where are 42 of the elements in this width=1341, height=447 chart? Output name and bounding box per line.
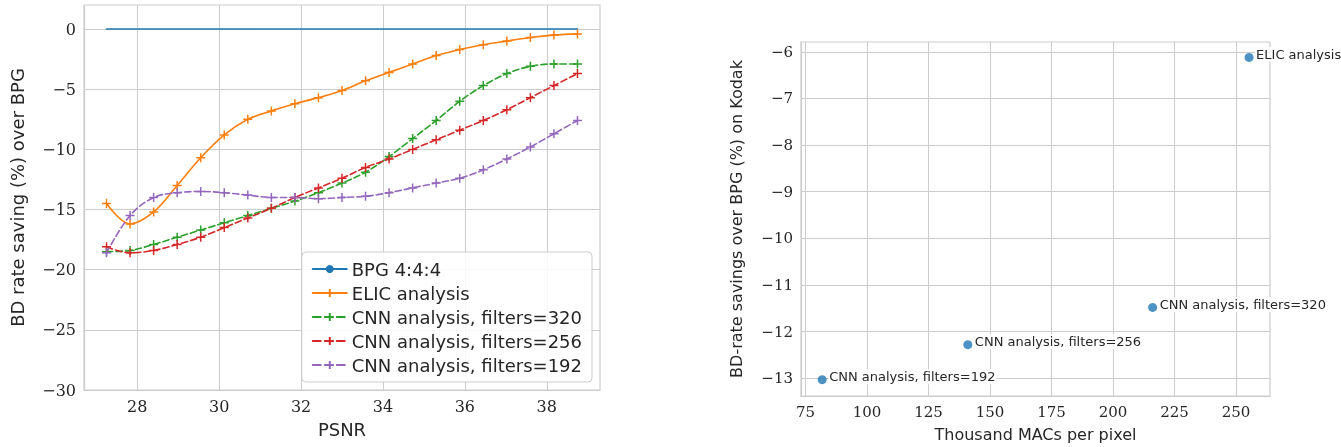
y-tick-label: −20 xyxy=(42,260,76,280)
x-tick-label: 225 xyxy=(1160,402,1189,421)
annotation: CNN analysis, filters=192 xyxy=(829,369,996,385)
legend-label: BPG 4:4:4 xyxy=(351,258,442,280)
x-tick-label: 32 xyxy=(290,396,312,416)
x-tick-label: 125 xyxy=(914,402,943,421)
x-tick-label: 34 xyxy=(372,396,394,416)
x-tick-label: 75 xyxy=(795,402,815,421)
annotation: CNN analysis, filters=320 xyxy=(1159,296,1326,312)
x-axis-title: Thousand MACs per pixel xyxy=(933,424,1137,444)
x-tick-label: 250 xyxy=(1221,402,1251,421)
y-tick-label: −10 xyxy=(42,139,76,159)
legend-label: CNN analysis, filters=192 xyxy=(351,354,582,376)
x-axis-title: PSNR xyxy=(317,418,367,440)
x-tick-label: 175 xyxy=(1037,402,1066,421)
annotation: ELIC analysis xyxy=(1256,46,1341,62)
x-tick-label: 100 xyxy=(852,402,882,421)
y-tick-label: −25 xyxy=(42,320,76,340)
x-tick-label: 28 xyxy=(127,396,148,416)
y-tick-label: −13 xyxy=(761,369,793,388)
y-tick-label: −5 xyxy=(52,79,76,99)
legend-label: CNN analysis, filters=256 xyxy=(351,330,582,352)
y-tick-label: −9 xyxy=(770,182,793,201)
y-tick-label: −12 xyxy=(761,322,793,341)
annotation: CNN analysis, filters=256 xyxy=(974,334,1142,350)
x-tick-label: 30 xyxy=(208,396,230,416)
x-tick-label: 36 xyxy=(454,396,476,416)
x-tick-label: 150 xyxy=(975,402,1005,421)
y-tick-label: −6 xyxy=(770,42,793,61)
y-axis-title: BD rate saving (%) over BPG xyxy=(6,68,28,327)
y-tick-label: −15 xyxy=(42,200,76,220)
y-tick-label: −30 xyxy=(42,380,76,400)
y-tick-label: −10 xyxy=(761,229,793,248)
y-tick-label: 0 xyxy=(65,19,76,39)
y-tick-label: −7 xyxy=(770,89,793,108)
legend-label: CNN analysis, filters=320 xyxy=(351,306,582,328)
y-tick-label: −11 xyxy=(761,276,793,294)
y-tick-label: −8 xyxy=(770,136,793,155)
x-tick-label: 200 xyxy=(1098,402,1128,421)
y-axis-title: BD-rate savings over BPG (%) on Kodak xyxy=(726,59,746,378)
legend-label: ELIC analysis xyxy=(351,282,470,304)
x-tick-label: 38 xyxy=(536,396,557,416)
